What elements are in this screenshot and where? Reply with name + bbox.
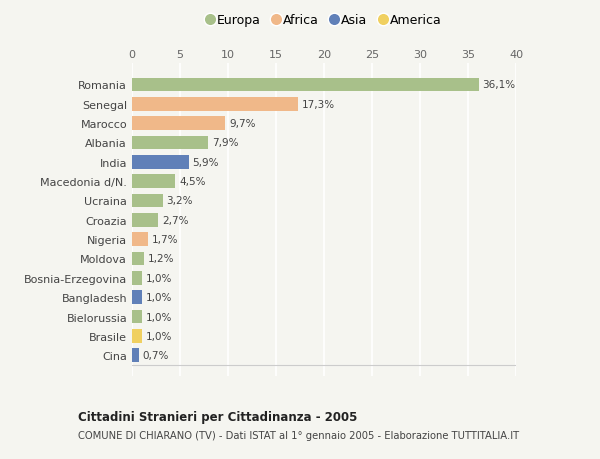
Bar bbox=[132, 271, 142, 285]
Text: 1,2%: 1,2% bbox=[148, 254, 174, 264]
Bar bbox=[132, 310, 142, 324]
Text: 4,5%: 4,5% bbox=[179, 177, 206, 187]
Text: 1,0%: 1,0% bbox=[145, 312, 172, 322]
Bar bbox=[132, 175, 175, 189]
Bar bbox=[132, 117, 225, 130]
Bar bbox=[132, 156, 188, 169]
Text: 3,2%: 3,2% bbox=[167, 196, 193, 206]
Bar bbox=[132, 213, 158, 227]
Bar bbox=[132, 136, 208, 150]
Text: 1,7%: 1,7% bbox=[152, 235, 179, 245]
Bar bbox=[132, 78, 479, 92]
Text: 36,1%: 36,1% bbox=[482, 80, 515, 90]
Bar bbox=[132, 194, 163, 208]
Bar bbox=[132, 291, 142, 304]
Text: 1,0%: 1,0% bbox=[145, 273, 172, 283]
Bar bbox=[132, 233, 148, 246]
Text: 9,7%: 9,7% bbox=[229, 119, 256, 129]
Bar bbox=[132, 98, 298, 111]
Bar bbox=[132, 330, 142, 343]
Text: 5,9%: 5,9% bbox=[193, 157, 219, 168]
Text: 0,7%: 0,7% bbox=[143, 351, 169, 360]
Bar bbox=[132, 252, 143, 266]
Bar bbox=[132, 349, 139, 362]
Text: 2,7%: 2,7% bbox=[162, 215, 188, 225]
Legend: Europa, Africa, Asia, America: Europa, Africa, Asia, America bbox=[206, 14, 442, 27]
Text: 17,3%: 17,3% bbox=[302, 100, 335, 110]
Text: Cittadini Stranieri per Cittadinanza - 2005: Cittadini Stranieri per Cittadinanza - 2… bbox=[78, 410, 358, 423]
Text: 1,0%: 1,0% bbox=[145, 292, 172, 302]
Text: COMUNE DI CHIARANO (TV) - Dati ISTAT al 1° gennaio 2005 - Elaborazione TUTTITALI: COMUNE DI CHIARANO (TV) - Dati ISTAT al … bbox=[78, 431, 519, 440]
Text: 7,9%: 7,9% bbox=[212, 138, 238, 148]
Text: 1,0%: 1,0% bbox=[145, 331, 172, 341]
